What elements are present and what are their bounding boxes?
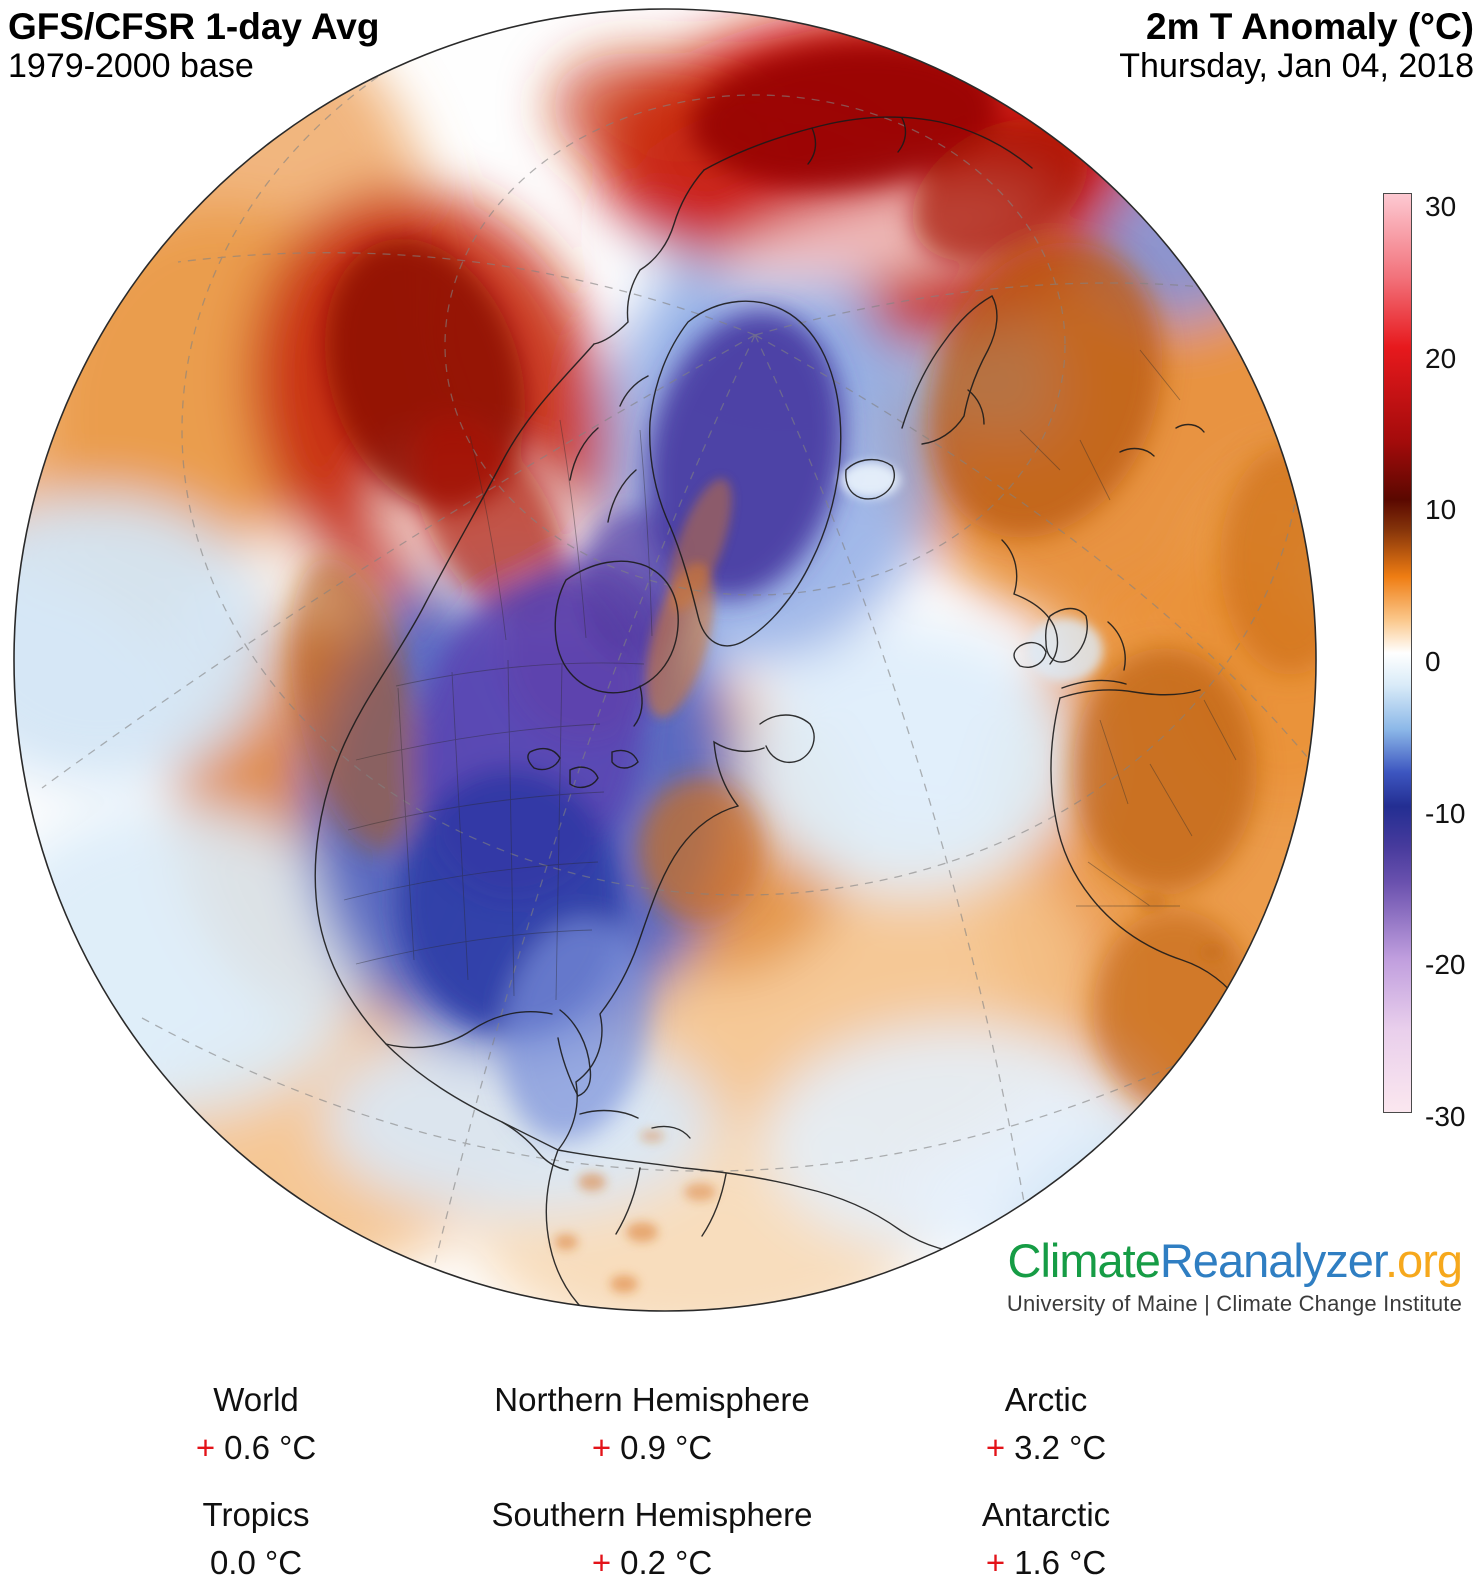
- valid-date: Thursday, Jan 04, 2018: [1119, 47, 1474, 86]
- header-left: GFS/CFSR 1-day Avg 1979-2000 base: [8, 6, 379, 86]
- institute-subtitle: University of Maine | Climate Change Ins…: [1006, 1291, 1462, 1317]
- stat-label: World: [213, 1381, 299, 1418]
- variable-title: 2m T Anomaly (°C): [1146, 6, 1474, 47]
- stat-value: +0.9 °C: [591, 1429, 713, 1467]
- stat-arctic: Arctic +3.2 °C: [846, 1381, 1246, 1467]
- site-logo[interactable]: ClimateReanalyzer.org University of Main…: [1006, 1234, 1463, 1317]
- stat-value: +3.2 °C: [985, 1429, 1107, 1467]
- globe-rim: [13, 8, 1317, 1312]
- stat-label: Arctic: [1004, 1381, 1088, 1418]
- political-borders: [343, 349, 1237, 1001]
- stat-label: Northern Hemisphere: [494, 1381, 810, 1418]
- wordmark-reanalyzer: Reanalyzer: [1159, 1234, 1386, 1287]
- stat-label: Antarctic: [981, 1496, 1111, 1533]
- plus-sign: +: [195, 1429, 216, 1467]
- colorbar-tick: 10: [1425, 494, 1457, 525]
- colorbar-tick: -10: [1425, 798, 1466, 829]
- wordmark-climate: Climate: [1007, 1234, 1161, 1287]
- colorbar-tick: -20: [1425, 949, 1466, 980]
- stat-world: World +0.6 °C: [56, 1381, 456, 1467]
- colorbar-tick: 20: [1425, 343, 1457, 374]
- stat-value: +1.6 °C: [985, 1544, 1107, 1582]
- colorbar-gradient: [1383, 193, 1412, 1113]
- colorbar-tick: 30: [1425, 191, 1457, 222]
- site-wordmark[interactable]: ClimateReanalyzer.org: [1007, 1234, 1463, 1287]
- anomaly-field-cores: [290, 31, 1316, 1142]
- plus-sign: +: [591, 1544, 612, 1582]
- model-title: GFS/CFSR 1-day Avg: [8, 6, 380, 47]
- plus-sign: +: [985, 1429, 1006, 1467]
- coastlines: [314, 116, 1291, 1311]
- graticule: [41, 9, 1309, 1299]
- stat-value: 0.0 °C: [209, 1544, 303, 1582]
- plus-sign: +: [591, 1429, 612, 1467]
- base-period: 1979-2000 base: [8, 47, 254, 86]
- plus-sign: +: [985, 1544, 1006, 1582]
- colorbar-tick-labels: 30 20 10 0 -10 -20 -30: [1425, 191, 1484, 1131]
- colorbar-tick: 0: [1425, 646, 1441, 677]
- stat-label: Tropics: [202, 1496, 310, 1533]
- header-right: 2m T Anomaly (°C) Thursday, Jan 04, 2018: [1119, 6, 1474, 86]
- stat-value: +0.2 °C: [591, 1544, 713, 1582]
- stat-northern-hemisphere: Northern Hemisphere +0.9 °C: [432, 1381, 872, 1467]
- stat-label: Southern Hemisphere: [491, 1496, 813, 1533]
- colorbar-tick: -30: [1425, 1101, 1466, 1132]
- wordmark-org: .org: [1385, 1234, 1463, 1287]
- stat-value: +0.6 °C: [195, 1429, 317, 1467]
